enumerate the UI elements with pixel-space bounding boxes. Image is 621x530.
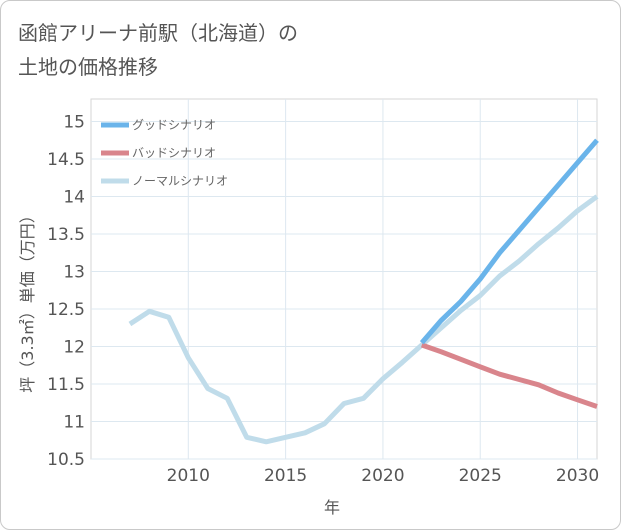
chart-title: 函館アリーナ前駅（北海道）の 土地の価格推移 [18,16,298,84]
chart-title-line2: 土地の価格推移 [18,55,158,79]
y-tick-label: 14.5 [47,150,85,170]
y-tick-label: 12 [63,338,85,358]
y-tick-label: 13.5 [47,225,85,245]
y-tick-label: 11 [63,413,85,433]
x-tick-label: 2025 [459,466,502,486]
series-line-1 [420,342,598,409]
chart-title-line1: 函館アリーナ前駅（北海道）の [18,21,298,45]
legend-label: ノーマルシナリオ [132,174,228,188]
x-tick-label: 2030 [556,466,599,486]
x-tick-label: 2010 [167,466,210,486]
legend-label: バッドシナリオ [132,146,216,160]
y-tick-label: 12.5 [47,300,85,320]
y-axis-title: 坪（3.3㎡）単価（万円） [18,207,37,392]
x-tick-labels: 2010 2015 2020 2025 2030 [167,466,599,486]
y-tick-label: 14 [63,188,85,208]
y-tick-label: 11.5 [47,375,85,395]
y-tick-label: 13 [63,263,85,283]
x-axis-title: 年 [324,498,340,517]
series-line-2 [128,194,599,445]
y-tick-label: 15 [63,113,85,133]
series-lines [128,138,599,445]
x-tick-label: 2020 [361,466,404,486]
x-tick-label: 2015 [264,466,307,486]
legend-label: グッドシナリオ [132,118,216,132]
y-tick-labels: 10.5 11 11.5 12 12.5 13 13.5 14 14.5 15 [47,113,85,471]
series-line-0 [419,138,599,345]
y-tick-label: 10.5 [47,450,85,470]
